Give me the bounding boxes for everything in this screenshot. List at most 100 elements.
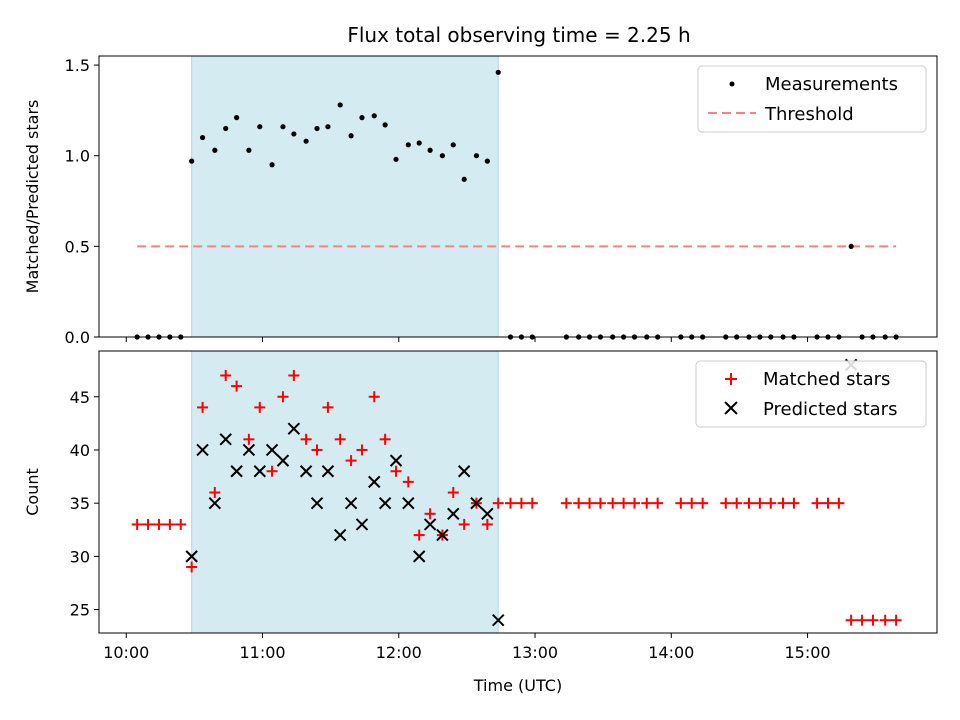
predicted-star-point xyxy=(492,614,505,627)
y-tick-label: 30 xyxy=(70,547,90,566)
measurement-point xyxy=(393,156,399,162)
predicted-star-point xyxy=(389,454,403,467)
observing-window-shade xyxy=(191,56,499,337)
matched-star-point xyxy=(652,497,664,509)
measurement-point xyxy=(325,124,331,130)
measurement-point xyxy=(371,113,377,119)
y-tick-label: 0.5 xyxy=(65,237,90,256)
measurement-point xyxy=(427,147,433,153)
matched-star-point xyxy=(277,391,289,403)
matched-star-point xyxy=(743,497,755,509)
predicted-star-point xyxy=(344,496,358,510)
matched-star-point xyxy=(618,497,630,509)
legend-threshold-label: Threshold xyxy=(764,104,854,125)
measurement-point xyxy=(223,125,229,132)
predicted-star-point xyxy=(413,550,426,563)
matched-star-point xyxy=(845,614,857,626)
predicted-star-point xyxy=(447,507,460,521)
matched-star-point xyxy=(300,433,312,445)
x-axis-label: Time (UTC) xyxy=(473,676,562,695)
measurement-point xyxy=(280,124,286,130)
measurement-point xyxy=(461,176,467,182)
measurement-point xyxy=(189,158,195,164)
matched-star-point xyxy=(345,455,357,467)
predicted-star-point xyxy=(208,496,222,510)
chart-title: Flux total observing time = 2.25 h xyxy=(347,23,690,47)
predicted-star-point xyxy=(402,496,415,510)
matched-star-point xyxy=(560,497,572,509)
y-tick-label: 1.0 xyxy=(65,147,90,166)
measurement-point xyxy=(199,134,206,141)
predicted-star-point xyxy=(321,465,335,478)
matched-star-point xyxy=(164,518,176,530)
matched-star-point xyxy=(413,529,425,541)
matched-star-point xyxy=(153,518,165,530)
predicted-star-point xyxy=(457,465,471,478)
matched-star-point xyxy=(629,497,641,509)
measurement-point xyxy=(473,153,480,159)
matched-star-point xyxy=(526,497,538,509)
predicted-star-point xyxy=(242,443,256,457)
panel-frame xyxy=(98,55,938,338)
matched-star-point xyxy=(788,497,800,509)
matched-star-point xyxy=(334,433,346,445)
matched-star-point xyxy=(765,497,777,509)
predicted-star-point xyxy=(219,433,232,446)
matched-star-point xyxy=(243,433,255,445)
legend-matched-marker xyxy=(725,373,737,385)
measurement-point xyxy=(348,133,354,139)
matched-star-point xyxy=(811,497,823,509)
predicted-star-point xyxy=(481,507,494,521)
matched-star-point xyxy=(492,497,504,509)
matched-star-point xyxy=(131,518,143,530)
matched-star-point xyxy=(777,497,789,509)
predicted-star-point xyxy=(276,454,290,467)
matched-star-point xyxy=(402,476,414,488)
matched-star-point xyxy=(390,465,402,477)
matched-star-point xyxy=(833,497,845,509)
predicted-star-point xyxy=(299,465,313,478)
observing-window-shade xyxy=(191,351,499,633)
matched-star-point xyxy=(594,497,606,509)
legend-measurements-label: Measurements xyxy=(765,74,898,95)
measurement-point xyxy=(439,153,445,159)
panel-ratio: 0.0 0.5 1.0 1.5 Matched/Predicted stars Mea… xyxy=(23,55,938,347)
x-tick-label: 12:00 xyxy=(376,643,422,662)
predicted-star-point xyxy=(185,550,198,563)
predicted-star-point xyxy=(378,496,392,510)
predicted-star-point xyxy=(333,528,347,542)
legend-predicted-label: Predicted stars xyxy=(763,399,897,420)
measurement-point xyxy=(234,115,240,121)
matched-star-point xyxy=(379,433,391,445)
predicted-star-point xyxy=(196,443,209,457)
measurement-point xyxy=(382,122,388,128)
matched-star-point xyxy=(675,497,687,509)
predicted-star-point xyxy=(470,496,483,510)
measurement-point xyxy=(246,147,252,153)
matched-star-point xyxy=(311,444,323,456)
x-tick-label: 11:00 xyxy=(239,643,285,662)
matched-star-point xyxy=(175,518,187,530)
predicted-star-point xyxy=(310,496,324,510)
measurement-point xyxy=(484,158,490,164)
measurement-point xyxy=(359,115,365,121)
matched-star-point xyxy=(731,497,743,509)
y-tick-label: 0.0 xyxy=(65,328,90,347)
legend-matched-label: Matched stars xyxy=(763,369,890,390)
matched-star-point xyxy=(356,444,368,456)
panel-frame xyxy=(98,350,938,634)
y-axis-label-count: Count xyxy=(23,468,42,516)
matched-star-point xyxy=(754,497,766,509)
matched-star-point xyxy=(142,518,154,530)
predicted-star-point xyxy=(436,528,449,542)
measurement-point xyxy=(257,124,263,130)
matched-star-point xyxy=(822,497,834,509)
matched-star-point xyxy=(515,497,527,509)
y-tick-label: 35 xyxy=(70,494,90,513)
predicted-star-point xyxy=(265,443,279,457)
legend-count: Matched stars Predicted stars xyxy=(695,360,927,428)
matched-star-point xyxy=(220,369,232,381)
matched-star-point xyxy=(890,614,902,626)
matched-star-point xyxy=(288,369,300,381)
predicted-star-point xyxy=(368,475,381,489)
